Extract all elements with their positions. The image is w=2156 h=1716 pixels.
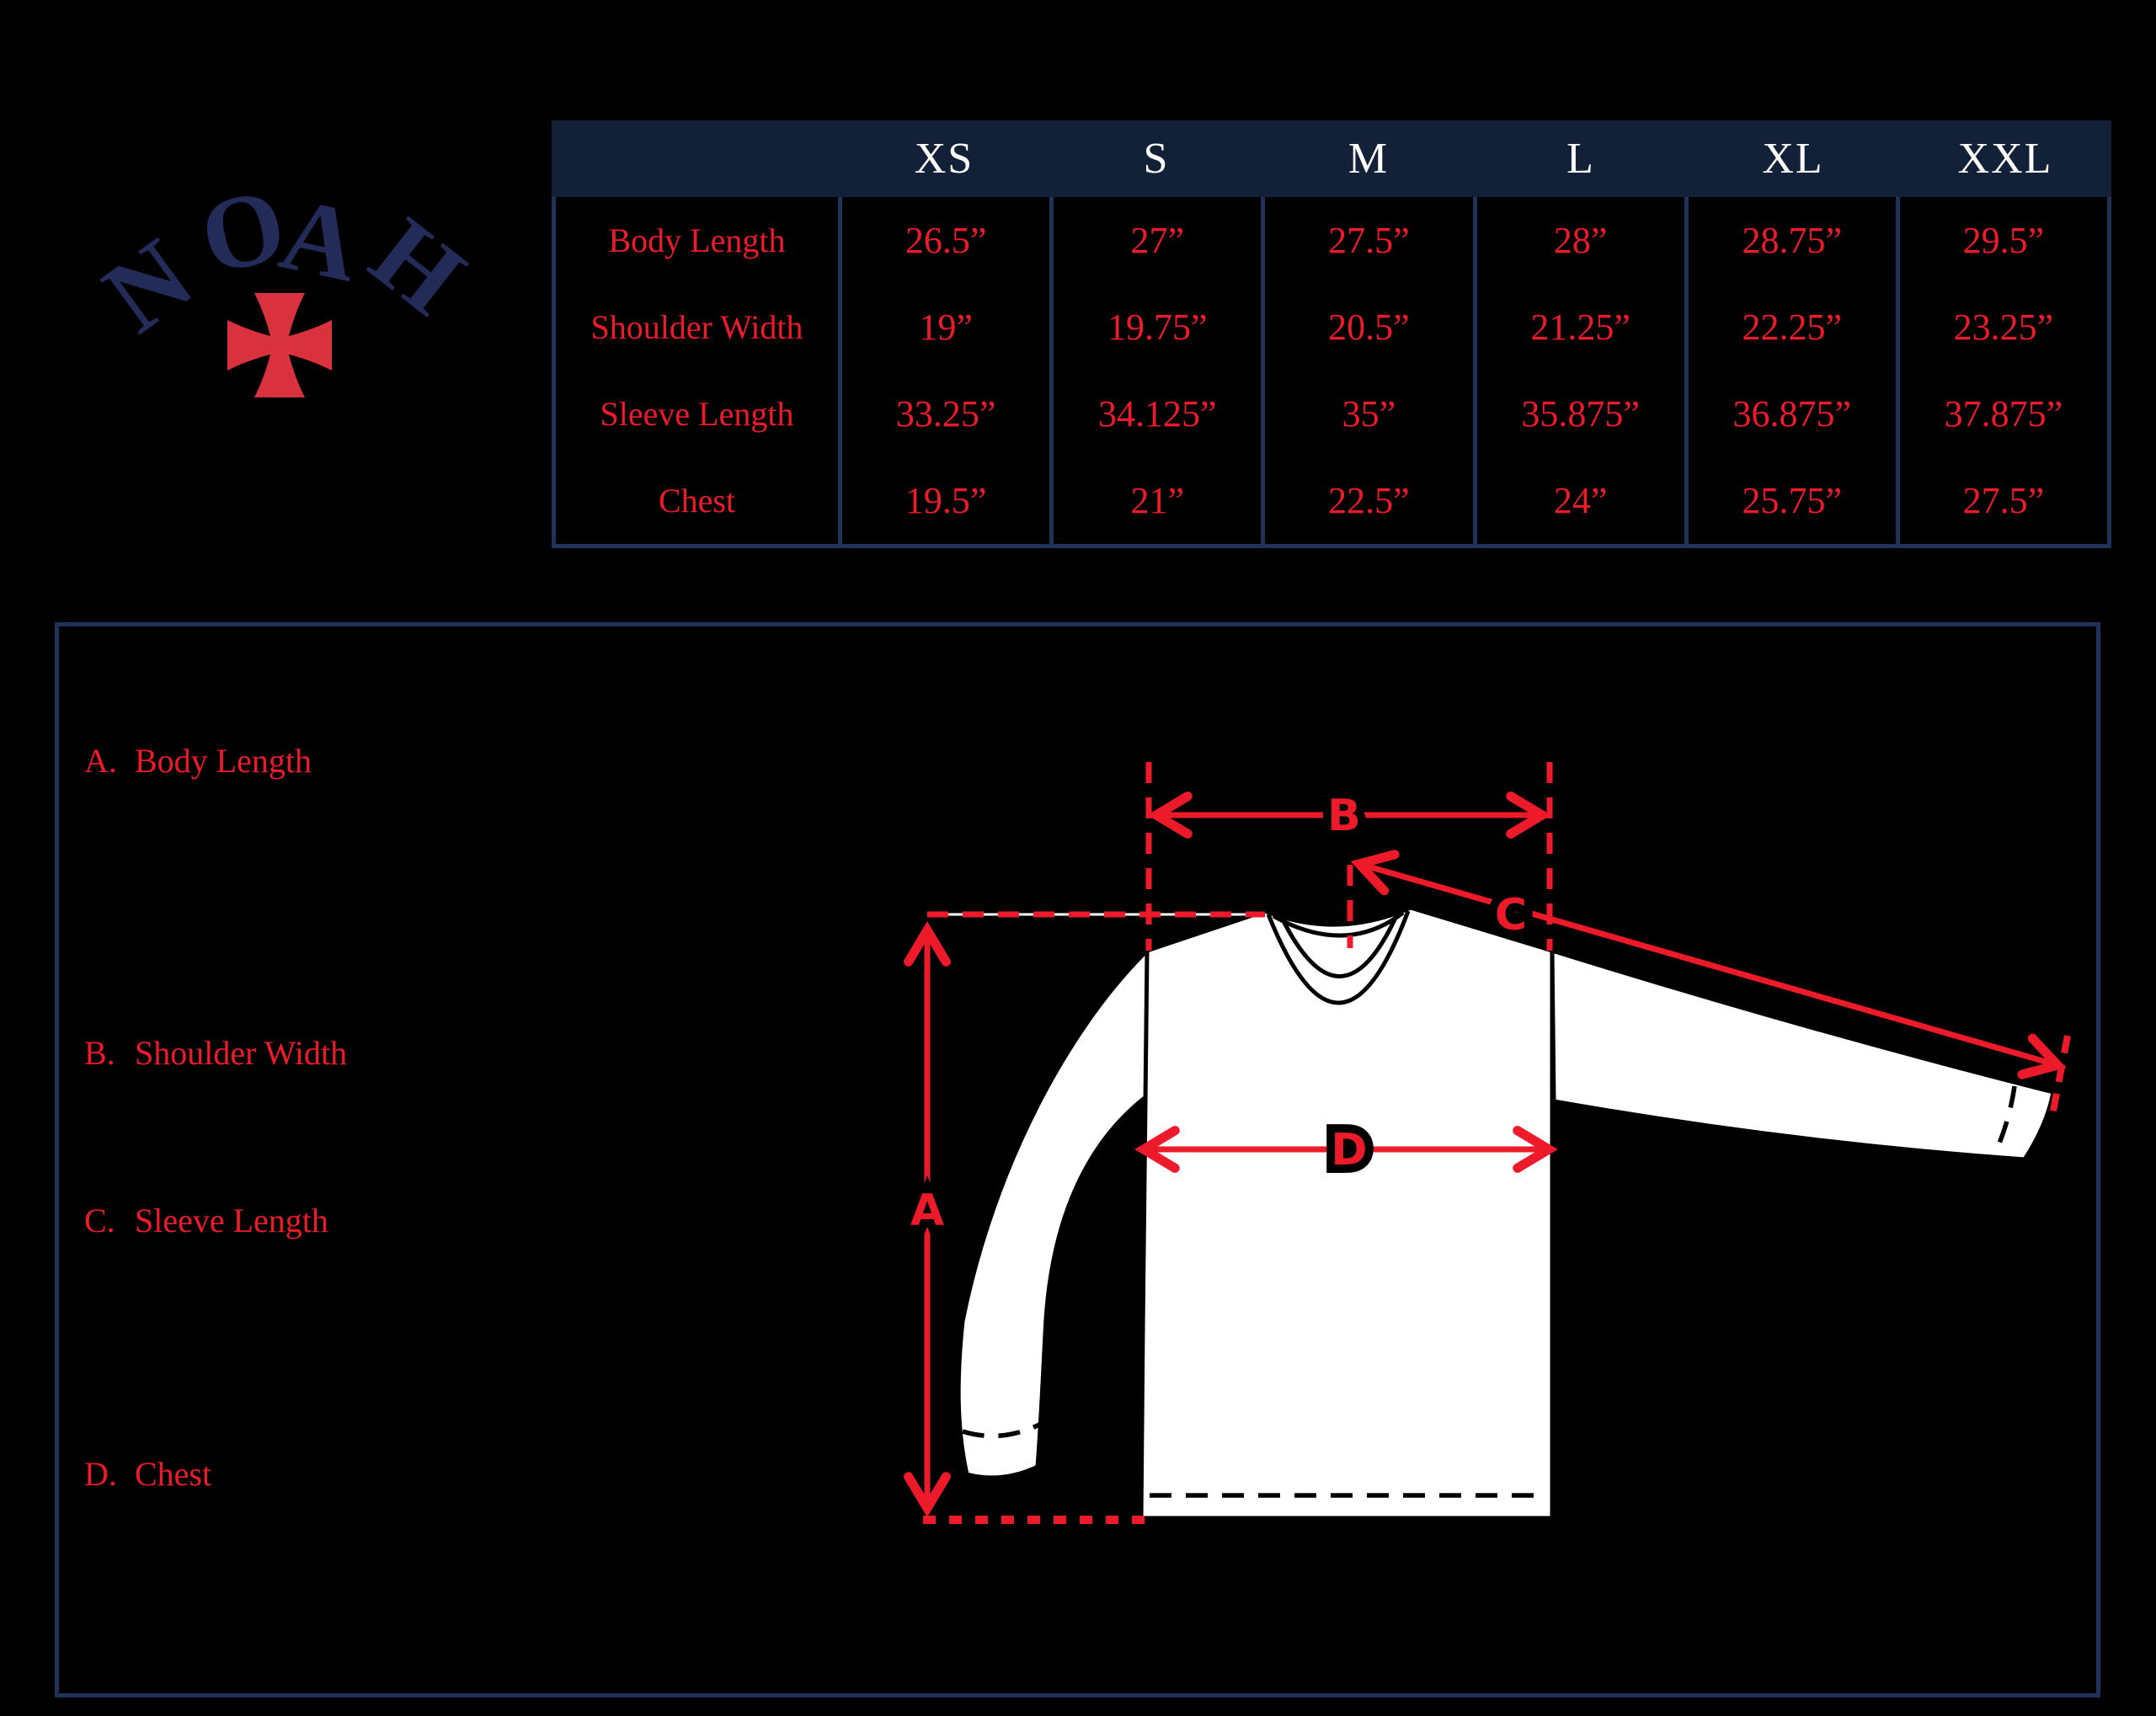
size-value-cell: 27.5” [1895, 457, 2107, 544]
size-value-cell: 37.875” [1895, 370, 2107, 457]
size-value-cell: 21.25” [1472, 284, 1684, 370]
size-value-cell: 29.5” [1895, 197, 2107, 284]
size-value-cell: 36.875” [1684, 370, 1896, 457]
column-header: S [1143, 135, 1170, 183]
row-label: Shoulder Width [590, 308, 803, 346]
marker-label-c: C [1495, 890, 1527, 941]
size-value-cell: 34.125” [1049, 370, 1261, 457]
size-value-cell: 28” [1472, 197, 1684, 284]
legend-key: D. [84, 1455, 117, 1493]
size-value-cell: 22.25” [1684, 284, 1896, 370]
column-header: XS [914, 135, 974, 183]
size-value-cell: 28.75” [1684, 197, 1896, 284]
table-body: Body Length 26.5” 27” 27.5” 28” 28.75” 29.5” Sh… [552, 197, 2111, 548]
size-value-cell: 35” [1261, 370, 1472, 457]
size-value-cell: 24” [1472, 457, 1684, 544]
legend-key: A. [84, 742, 117, 780]
size-value-cell: 19” [838, 284, 1049, 370]
column-header: M [1348, 135, 1390, 183]
legend-group: A. Body Length B. Shoulder Width C. Sleeve Le… [84, 742, 347, 1493]
size-value-cell: 25.75” [1684, 457, 1896, 544]
row-label: Sleeve Length [600, 395, 794, 433]
legend-label: Chest [135, 1455, 211, 1493]
row-label: Chest [658, 482, 736, 520]
shirt-drawing [956, 905, 2056, 1521]
column-header: XL [1762, 135, 1824, 183]
logo-letter-n: N [83, 216, 212, 354]
legend-key: B. [84, 1034, 115, 1072]
marker-label-d: D [1331, 1125, 1367, 1175]
column-header: L [1566, 135, 1595, 183]
measurement-diagram: A. Body Length B. Shoulder Width C. Sleeve Le… [84, 742, 2071, 1524]
marker-label-b: B [1327, 791, 1361, 841]
size-value-cell: 33.25” [838, 370, 1049, 457]
size-value-cell: 23.25” [1895, 284, 2107, 370]
size-value-cell: 19.5” [838, 457, 1049, 544]
shirt-body [1139, 905, 1555, 1521]
noah-logo: N O A H [83, 166, 484, 397]
size-value-cell: 26.5” [838, 197, 1049, 284]
measurement-diagram-box: A. Body Length B. Shoulder Width C. Sleeve Le… [55, 622, 2100, 1697]
measurement-annotations: A B C D [902, 762, 2071, 1524]
size-value-cell: 19.75” [1049, 284, 1261, 370]
marker-label-a: A [910, 1186, 944, 1236]
legend-key: C. [84, 1202, 115, 1239]
size-value-cell: 35.875” [1472, 370, 1684, 457]
legend-label: Sleeve Length [135, 1202, 328, 1239]
size-value-cell: 20.5” [1261, 284, 1472, 370]
size-value-cell: 21” [1049, 457, 1261, 544]
sleeve-length-arrow-c [1350, 850, 2067, 1079]
noah-cross-icon [227, 293, 332, 397]
left-cuff-stitch-dashed-line [962, 1422, 1041, 1439]
logo-letter-h: H [350, 195, 484, 336]
size-value-cell: 22.5” [1261, 457, 1472, 544]
legend-label: Body Length [135, 742, 312, 780]
row-label: Body Length [608, 221, 786, 259]
cuff-end-dashed-tick [2048, 1035, 2071, 1121]
shirt-left-sleeve [956, 946, 1150, 1480]
shirt-right-sleeve [1550, 947, 2056, 1162]
legend-label: Shoulder Width [135, 1034, 347, 1072]
right-cuff-stitch-dashed-line [1992, 1085, 2017, 1157]
size-table: XS S M L XL XXL Body Length 26.5” 27” 27.5” 28” 28… [552, 120, 2111, 548]
size-value-cell: 27.5” [1261, 197, 1472, 284]
table-header-row: XS S M L XL XXL [552, 120, 2111, 197]
size-value-cell: 27” [1049, 197, 1261, 284]
column-header: XXL [1957, 135, 2053, 183]
